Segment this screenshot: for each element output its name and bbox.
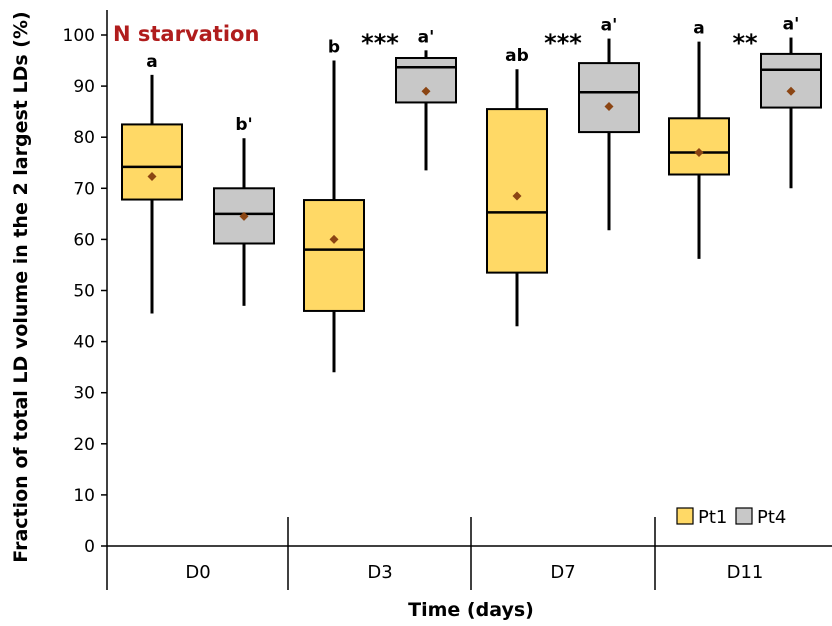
box-pt4-d7 (578, 38, 640, 231)
significance-letter-pt1-d11: a (693, 19, 704, 39)
legend-label-pt4: Pt4 (757, 507, 786, 528)
x-category-label-d11: D11 (727, 562, 764, 583)
box-body-pt1-d0 (121, 123, 183, 201)
significance-letter-pt1-d3: b (328, 38, 340, 58)
chart-title: N starvation (113, 22, 259, 46)
y-tick-label-40: 40 (73, 333, 95, 353)
box-pt4-d0 (213, 138, 275, 306)
mean-marker-pt1-d11 (694, 148, 704, 158)
y-axis-title: Fraction of total LD volume in the 2 lar… (10, 11, 32, 562)
mean-marker-pt4-d11 (786, 86, 796, 96)
y-tick-label-50: 50 (73, 282, 95, 302)
x-axis-title: Time (days) (408, 599, 534, 621)
significance-letter-pt4-d0: b' (235, 115, 252, 135)
y-tick-label-0: 0 (84, 537, 95, 557)
y-tick-label-30: 30 (73, 384, 95, 404)
significance-letter-pt1-d0: a (146, 52, 157, 72)
significance-stars-d11: ** (732, 29, 758, 57)
legend-label-pt1: Pt1 (698, 507, 727, 528)
legend: Pt1 Pt4 (676, 507, 786, 528)
box-body-pt4-d0 (213, 187, 275, 245)
box-body-pt4-d11 (760, 52, 822, 109)
box-pt1-d3 (303, 60, 365, 373)
significance-stars-d3: *** (361, 29, 399, 57)
y-tick-label-80: 80 (73, 128, 95, 148)
legend-swatch-pt4 (735, 507, 753, 525)
box-body-pt4-d7 (578, 62, 640, 134)
axes-layer: 0 10 20 30 40 50 60 70 80 90 100 D0 D3 D7 D11 (63, 10, 832, 590)
mean-marker-pt1-d3 (329, 234, 339, 244)
mean-marker-pt4-d0 (239, 211, 249, 221)
box-body-pt4-d3 (395, 56, 457, 104)
significance-letter-pt4-d11: a' (783, 15, 800, 35)
significance-letter-pt4-d7: a' (601, 16, 618, 36)
y-tick-label-70: 70 (73, 179, 95, 199)
box-body-pt1-d3 (303, 199, 365, 312)
y-tick-label-10: 10 (73, 486, 95, 506)
significance-letter-pt4-d3: a' (418, 27, 435, 47)
y-tick-label-90: 90 (73, 77, 95, 97)
box-body-pt1-d7 (486, 108, 548, 274)
y-tick-label-60: 60 (73, 230, 95, 250)
box-pt4-d11 (760, 37, 822, 189)
box-body-pt1-d11 (668, 117, 730, 176)
significance-letter-pt1-d7: ab (505, 46, 529, 66)
significance-stars-d7: *** (544, 29, 582, 57)
mean-marker-pt4-d7 (604, 102, 614, 112)
x-category-label-d0: D0 (185, 562, 210, 583)
boxes-layer (121, 37, 822, 373)
x-category-label-d7: D7 (550, 562, 575, 583)
x-category-label-d3: D3 (367, 562, 392, 583)
y-tick-label-20: 20 (73, 435, 95, 455)
mean-marker-pt4-d3 (421, 86, 431, 96)
box-pt4-d3 (395, 50, 457, 171)
box-pt1-d0 (121, 74, 183, 314)
box-pt1-d7 (486, 69, 548, 327)
y-tick-label-100: 100 (63, 26, 95, 46)
mean-marker-pt1-d0 (147, 172, 157, 182)
legend-swatch-pt1 (676, 507, 694, 525)
mean-marker-pt1-d7 (512, 191, 522, 201)
box-pt1-d11 (668, 41, 730, 259)
